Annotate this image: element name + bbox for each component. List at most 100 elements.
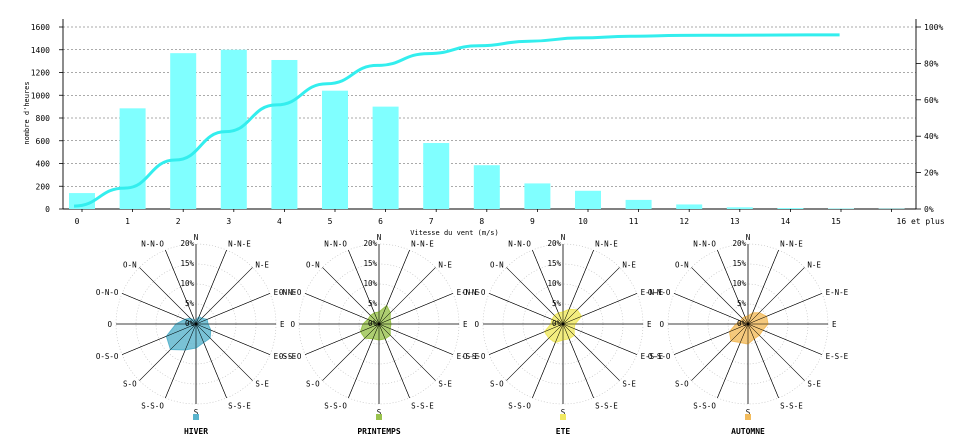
y2-tick-label: 80% bbox=[924, 59, 939, 68]
rose-spoke-top bbox=[747, 323, 805, 381]
radial-label: 10% bbox=[732, 279, 746, 288]
season-swatch bbox=[193, 414, 199, 420]
direction-label: S-S-O bbox=[693, 402, 716, 411]
rose-spoke-top bbox=[562, 249, 594, 325]
rose-spoke-top bbox=[378, 323, 454, 355]
direction-label: N-N-O bbox=[693, 239, 716, 248]
rose-spoke-top bbox=[304, 323, 380, 355]
direction-label: N-E bbox=[255, 261, 269, 270]
x-tick-label: 6 bbox=[378, 217, 383, 226]
radial-label: 10% bbox=[547, 279, 561, 288]
radial-label: 20% bbox=[732, 239, 746, 248]
direction-label: O-N-O bbox=[463, 288, 486, 297]
y2-tick-label: 0% bbox=[924, 205, 934, 214]
rose-spoke-top bbox=[121, 323, 197, 355]
rose-spoke-top bbox=[378, 267, 436, 325]
bar bbox=[625, 199, 652, 209]
direction-label: S bbox=[746, 408, 751, 417]
direction-label: E-S-E bbox=[274, 352, 297, 361]
direction-label: N bbox=[561, 233, 566, 242]
direction-label: N-E bbox=[438, 261, 452, 270]
season-swatch bbox=[376, 414, 382, 420]
rose-spoke-top bbox=[348, 249, 380, 325]
bar bbox=[119, 108, 146, 209]
direction-label: S-S-E bbox=[595, 402, 618, 411]
rose-spoke-top bbox=[139, 267, 197, 325]
direction-label: O bbox=[474, 320, 479, 329]
y2-tick-label: 20% bbox=[924, 169, 939, 178]
rose-automne: N N-N-E N-E E-N-E E E-S-E S-E S-S-E S S-S-O S-O O-S… bbox=[648, 233, 849, 436]
wind-roses: N N-N-E N-E E-N-E E E-S-E S-E S-S-E S S-S-O S-O O-S… bbox=[96, 233, 849, 436]
direction-label: S-O bbox=[675, 379, 689, 388]
bar bbox=[524, 183, 551, 209]
bar bbox=[777, 208, 804, 209]
radial-label: 5% bbox=[737, 299, 747, 308]
direction-label: E bbox=[463, 320, 468, 329]
rose-spoke-top bbox=[322, 323, 380, 381]
direction-label: N-N-E bbox=[228, 239, 251, 248]
radial-label: 20% bbox=[363, 239, 377, 248]
rose-spoke-top bbox=[673, 323, 749, 355]
x-tick-label: 2 bbox=[176, 217, 181, 226]
rose-spoke-top bbox=[506, 323, 564, 381]
x-tick-label: 7 bbox=[429, 217, 434, 226]
bar bbox=[423, 143, 450, 209]
direction-label: S bbox=[194, 408, 199, 417]
radial-label: 5% bbox=[552, 299, 562, 308]
radial-label: 15% bbox=[732, 259, 746, 268]
direction-label: O-S-O bbox=[96, 352, 119, 361]
direction-label: S-E bbox=[255, 379, 269, 388]
direction-label: N-N-O bbox=[324, 239, 347, 248]
rose-spoke-top bbox=[747, 323, 779, 399]
direction-label: O-N bbox=[123, 261, 137, 270]
x-tick-label: 9 bbox=[530, 217, 535, 226]
direction-label: S-S-O bbox=[508, 402, 531, 411]
direction-label: S-O bbox=[490, 379, 504, 388]
direction-label: N-N-E bbox=[595, 239, 618, 248]
bar bbox=[575, 190, 601, 209]
bar bbox=[271, 59, 298, 209]
radial-label: 20% bbox=[547, 239, 561, 248]
y-axis-title: nombre d'heures bbox=[23, 81, 31, 144]
direction-label: N bbox=[377, 233, 382, 242]
y-tick-label: 0 bbox=[45, 205, 50, 214]
rose-spoke-top bbox=[195, 249, 227, 325]
rose-spoke-top bbox=[378, 249, 410, 325]
direction-label: S-O bbox=[123, 379, 137, 388]
rose-spoke-top bbox=[562, 293, 638, 325]
direction-label: S-S-O bbox=[324, 402, 347, 411]
direction-label: O-N-O bbox=[279, 288, 302, 297]
x-axis-title: Vitesse du vent (m/s) bbox=[410, 229, 499, 237]
bar bbox=[372, 106, 399, 209]
y-tick-label: 1600 bbox=[31, 23, 50, 32]
rose-spoke-top bbox=[165, 249, 197, 325]
direction-label: E-S-E bbox=[457, 352, 480, 361]
direction-label: E-N-E bbox=[274, 288, 297, 297]
direction-label: O-S-O bbox=[279, 352, 302, 361]
rose-spoke-top bbox=[717, 249, 749, 325]
rose-spoke-top bbox=[378, 323, 436, 381]
direction-label: N bbox=[194, 233, 199, 242]
direction-label: N-E bbox=[807, 261, 821, 270]
rose-spoke-top bbox=[195, 267, 253, 325]
direction-label: O-N-O bbox=[648, 288, 671, 297]
radial-label: 0% bbox=[737, 319, 747, 328]
x-tick-label: 15 bbox=[831, 217, 841, 226]
rose-ete: N N-N-E N-E E-N-E E E-S-E S-E S-S-E S S-S-O S-O O-S… bbox=[463, 233, 664, 436]
direction-label: S-S-E bbox=[780, 402, 803, 411]
x-tick-label: 0 bbox=[75, 217, 80, 226]
direction-label: O bbox=[107, 320, 112, 329]
rose-spoke-top bbox=[322, 267, 380, 325]
y-tick-label: 400 bbox=[36, 160, 51, 169]
rose-spoke-top bbox=[195, 293, 271, 325]
rose-spoke-top bbox=[691, 267, 749, 325]
direction-label: O-N bbox=[675, 261, 689, 270]
direction-label: S-S-O bbox=[141, 402, 164, 411]
x-tick-label: 4 bbox=[277, 217, 282, 226]
y-tick-label: 1200 bbox=[31, 69, 50, 78]
radial-label: 5% bbox=[185, 299, 195, 308]
direction-label: O bbox=[659, 320, 664, 329]
bar bbox=[473, 165, 500, 209]
x-tick-label: 13 bbox=[730, 217, 740, 226]
